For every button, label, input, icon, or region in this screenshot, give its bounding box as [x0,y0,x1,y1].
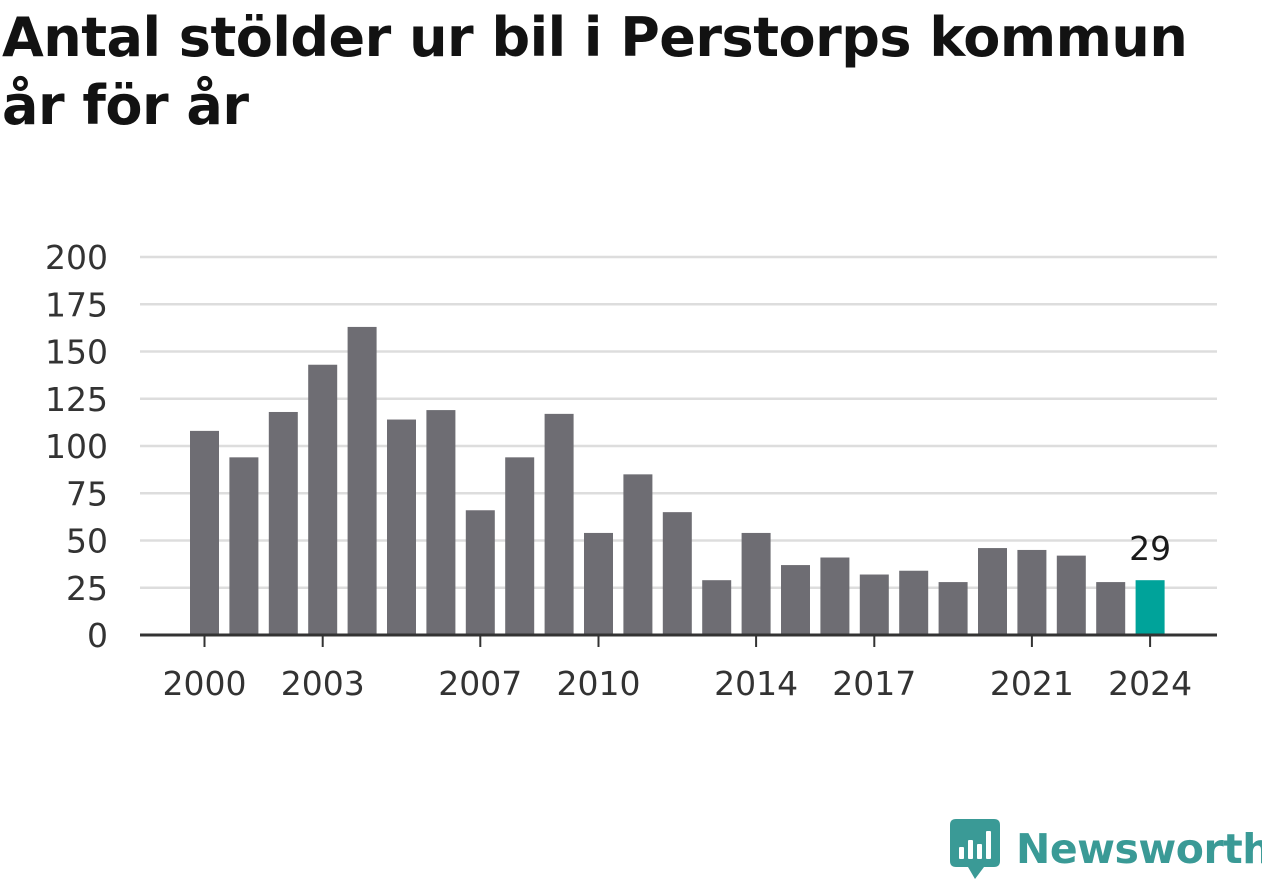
bar [938,582,968,635]
bar [387,419,416,635]
chart-title: Antal stölder ur bil i Perstorps kommun … [2,6,1188,137]
bar [465,510,495,635]
bar [781,565,810,635]
value-label: 29 [1129,529,1171,568]
bar [662,512,692,635]
bar [899,570,929,635]
y-axis-tick-labels: 0 25 50 75 100 125 150 175 200 [45,238,108,655]
newsworthy-logo: Newsworthy [950,818,1262,880]
bar [978,548,1007,635]
bar [190,430,219,635]
y-tick-label: 100 [45,427,108,466]
bar [308,364,338,635]
y-tick-label: 0 [87,616,108,655]
bar [623,474,653,635]
bar [859,574,889,635]
bar [347,326,377,635]
bar [1096,582,1126,635]
bar [505,457,535,635]
x-tick-label: 2021 [990,664,1074,703]
bar [741,532,771,635]
y-tick-label: 125 [45,380,108,419]
bars [190,326,1165,635]
x-axis [140,633,1217,647]
bar [1017,549,1047,635]
bar [544,413,574,635]
x-axis-tick-labels: 2000 2003 2007 2010 2014 2017 2021 2024 [163,664,1193,703]
bar [1056,555,1086,635]
x-tick-label: 2014 [714,664,798,703]
newsworthy-chart-icon [950,819,1000,879]
y-tick-label: 175 [45,285,108,324]
y-tick-label: 150 [45,333,108,372]
value-labels: 29 [1129,529,1171,568]
x-tick-label: 2007 [438,664,522,703]
x-tick-label: 2003 [281,664,365,703]
x-tick-label: 2000 [163,664,247,703]
x-tick-label: 2024 [1108,664,1192,703]
bar [584,532,613,635]
y-tick-label: 50 [66,522,108,561]
y-tick-label: 75 [66,474,108,513]
brand-name: Newsworthy [1016,825,1262,873]
x-tick-label: 2017 [832,664,916,703]
y-tick-label: 200 [45,238,108,277]
bar [702,580,732,635]
y-tick-label: 25 [66,569,108,608]
bar [426,410,456,635]
bar [820,557,850,635]
bar [1135,580,1165,635]
bar [268,411,298,635]
x-tick-label: 2010 [557,664,641,703]
bar [229,457,259,635]
